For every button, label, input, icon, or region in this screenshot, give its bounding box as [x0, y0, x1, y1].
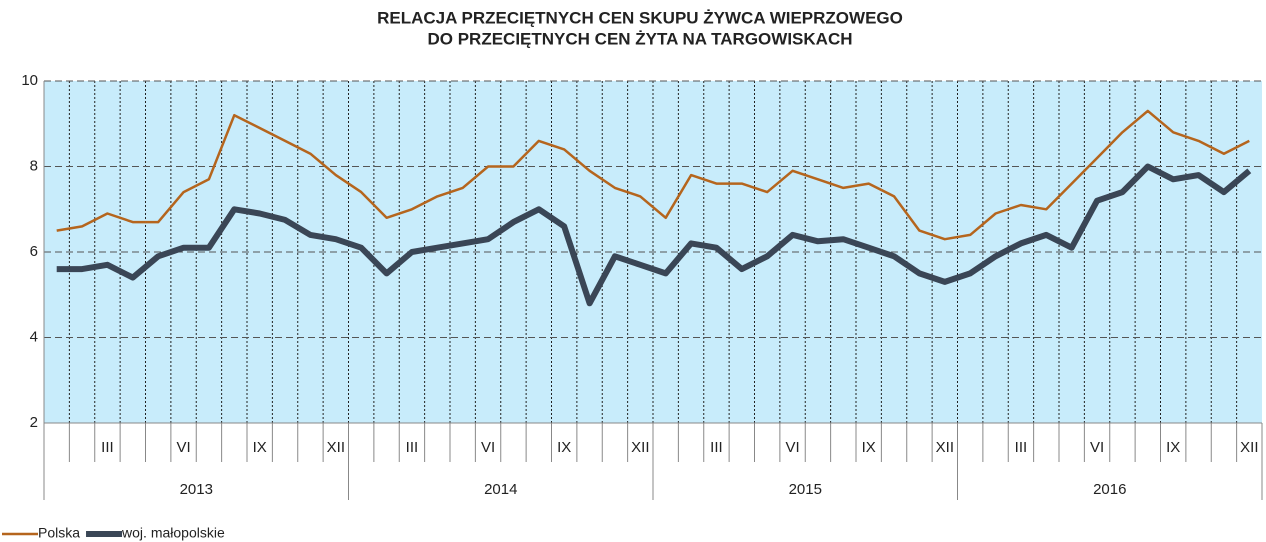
x-tick-label: IX [557, 439, 571, 456]
series-line [56, 109, 1250, 241]
x-tick-label: VI [1090, 439, 1104, 456]
x-tick-label: III [406, 439, 419, 456]
x-tick-label: III [710, 439, 723, 456]
x-tick-label: XII [327, 439, 345, 456]
series-line [56, 163, 1252, 307]
x-tick-label: III [101, 439, 114, 456]
year-label: 2015 [789, 481, 822, 498]
y-tick-label: 8 [30, 157, 38, 174]
x-tick-label: III [1015, 439, 1028, 456]
y-tick-label: 10 [21, 72, 38, 89]
year-label: 2013 [180, 481, 213, 498]
x-tick-label: IX [253, 439, 267, 456]
x-tick-label: XII [936, 439, 954, 456]
x-tick-label: IX [1166, 439, 1180, 456]
x-tick-label: XII [631, 439, 649, 456]
x-tick-label: VI [176, 439, 190, 456]
legend-label: woj. małopolskie [121, 525, 225, 541]
chart-title: RELACJA PRZECIĘTNYCH CEN SKUPU ŻYWCA WIE… [377, 8, 903, 27]
x-tick-label: VI [481, 439, 495, 456]
y-tick-label: 4 [30, 328, 38, 345]
x-tick-label: XII [1240, 439, 1258, 456]
legend-label: Polska [38, 525, 80, 541]
x-tick-label: VI [785, 439, 799, 456]
x-tick-label: IX [862, 439, 876, 456]
y-tick-label: 2 [30, 414, 38, 431]
year-label: 2014 [484, 481, 517, 498]
y-tick-label: 6 [30, 243, 38, 260]
chart-title: DO PRZECIĘTNYCH CEN ŻYTA NA TARGOWISKACH [428, 29, 853, 48]
year-label: 2016 [1093, 481, 1126, 498]
